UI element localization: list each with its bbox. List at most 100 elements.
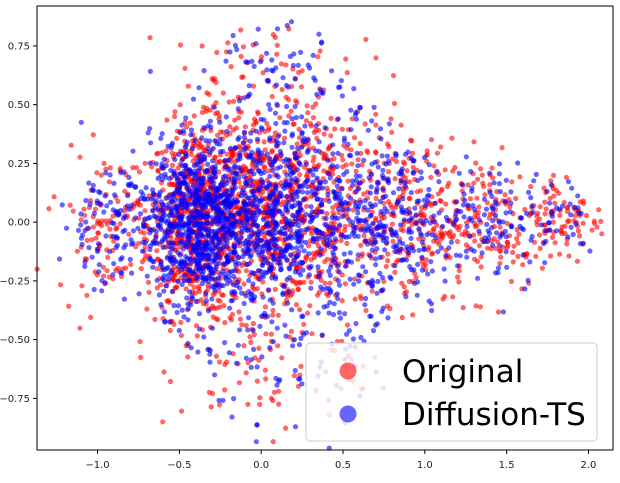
scatter-point <box>314 213 320 219</box>
scatter-point <box>370 221 376 227</box>
scatter-point <box>147 126 153 132</box>
scatter-point <box>235 157 241 163</box>
scatter-point <box>236 174 242 181</box>
scatter-point <box>355 210 361 216</box>
scatter-point <box>515 160 521 166</box>
scatter-point <box>209 165 215 171</box>
scatter-point <box>435 191 441 197</box>
scatter-point <box>434 150 440 156</box>
scatter-point <box>250 83 257 89</box>
scatter-point <box>259 249 265 255</box>
scatter-point <box>564 241 570 247</box>
scatter-point <box>96 269 102 275</box>
scatter-point <box>295 223 301 229</box>
scatter-point <box>350 178 356 184</box>
scatter-point <box>346 328 352 334</box>
scatter-point <box>283 62 289 68</box>
scatter-point <box>495 309 502 315</box>
scatter-point <box>177 102 183 108</box>
scatter-point <box>307 265 313 271</box>
scatter-point <box>379 153 385 159</box>
scatter-point <box>469 218 475 224</box>
scatter-point <box>104 203 110 209</box>
scatter-point <box>174 175 180 181</box>
scatter-point <box>86 180 92 186</box>
scatter-point <box>442 230 449 236</box>
scatter-point <box>330 312 337 318</box>
scatter-point <box>177 171 183 177</box>
scatter-point <box>136 169 143 175</box>
scatter-point <box>330 231 336 237</box>
scatter-point <box>150 187 156 193</box>
scatter-point <box>185 83 191 89</box>
scatter-point <box>245 401 251 407</box>
scatter-point <box>237 316 243 322</box>
scatter-point <box>531 178 537 184</box>
scatter-point <box>489 205 495 211</box>
scatter-point <box>195 199 201 206</box>
scatter-point <box>175 223 181 229</box>
scatter-point <box>474 258 481 264</box>
scatter-point <box>244 217 250 223</box>
scatter-point <box>196 145 202 151</box>
scatter-point <box>478 264 484 270</box>
scatter-point <box>259 229 265 235</box>
scatter-point <box>163 148 169 154</box>
scatter-point <box>242 208 248 214</box>
scatter-point <box>203 138 209 144</box>
scatter-point <box>373 195 379 201</box>
scatter-point <box>315 310 321 316</box>
scatter-point <box>288 227 294 233</box>
scatter-point <box>367 313 373 319</box>
scatter-point <box>463 154 469 160</box>
scatter-point <box>487 189 493 196</box>
scatter-point <box>101 273 107 279</box>
scatter-point <box>297 172 303 178</box>
scatter-point <box>359 162 365 168</box>
scatter-point <box>339 126 345 132</box>
scatter-point <box>190 183 197 189</box>
scatter-point <box>359 251 366 257</box>
scatter-point <box>256 345 262 351</box>
scatter-point <box>305 62 311 68</box>
scatter-point <box>386 169 392 175</box>
scatter-point <box>425 247 431 253</box>
scatter-point <box>97 190 103 196</box>
scatter-point <box>99 218 105 224</box>
scatter-point <box>324 303 330 309</box>
scatter-point <box>548 182 555 188</box>
scatter-point <box>491 180 497 186</box>
scatter-point <box>358 242 364 248</box>
scatter-point <box>246 288 252 295</box>
scatter-point <box>236 98 243 104</box>
scatter-point <box>141 230 147 236</box>
scatter-point <box>239 214 245 220</box>
scatter-point <box>46 206 52 212</box>
scatter-point <box>230 32 236 39</box>
scatter-point <box>523 210 530 216</box>
scatter-point <box>254 378 260 384</box>
scatter-point <box>205 145 211 151</box>
scatter-point <box>253 246 259 252</box>
scatter-point <box>556 206 562 212</box>
scatter-point <box>390 73 397 79</box>
scatter-point <box>292 424 299 430</box>
scatter-point <box>391 100 398 107</box>
scatter-point <box>158 258 164 265</box>
scatter-point <box>423 261 429 268</box>
scatter-point <box>168 270 174 276</box>
scatter-point <box>325 242 331 248</box>
scatter-point <box>344 69 350 76</box>
scatter-point <box>118 207 124 213</box>
scatter-point <box>270 207 276 213</box>
scatter-point <box>342 263 348 269</box>
scatter-point <box>107 226 113 232</box>
scatter-point <box>67 202 73 208</box>
scatter-point <box>284 22 290 29</box>
scatter-point <box>287 182 293 188</box>
scatter-point <box>239 225 245 231</box>
scatter-point <box>310 104 316 110</box>
scatter-point <box>354 215 360 221</box>
scatter-point <box>231 396 237 402</box>
scatter-point <box>179 232 186 238</box>
